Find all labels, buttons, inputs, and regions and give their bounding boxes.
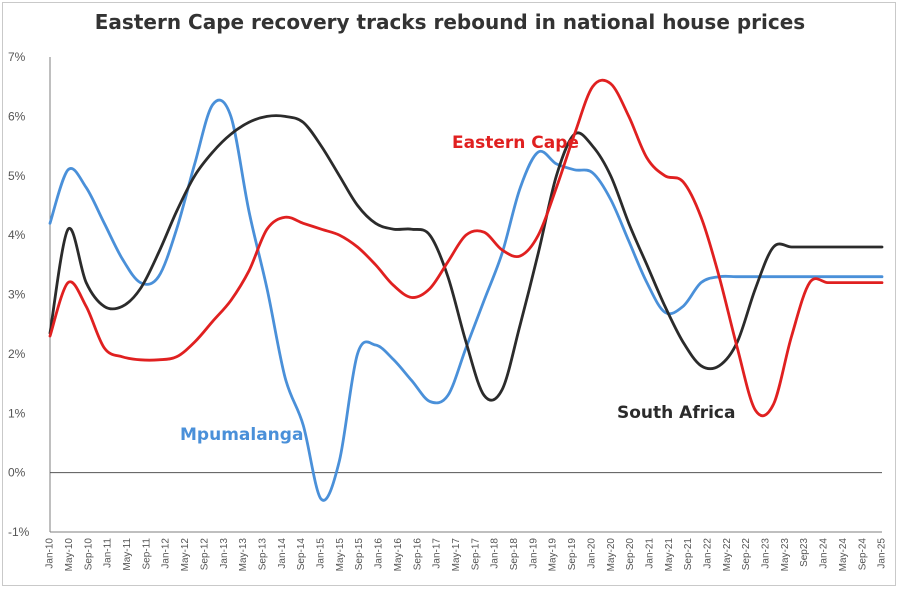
x-tick-label: May-12 (180, 538, 191, 572)
x-tick-label: Jan-22 (703, 538, 714, 569)
x-tick-label: Sep-20 (625, 538, 636, 571)
x-tick-label: Jan-11 (103, 538, 114, 568)
x-tick-label: May-19 (548, 538, 559, 572)
x-tick-label: Sep-24 (857, 538, 868, 571)
x-tick-label: Sep-10 (83, 538, 94, 571)
x-tick-label: May-16 (393, 538, 404, 572)
x-tick-label: Sep23 (799, 538, 810, 567)
y-tick-label: 0% (8, 466, 26, 480)
y-tick-label: 2% (8, 347, 26, 361)
x-tick-label: May-24 (838, 538, 849, 572)
series-labels: Eastern Cape South Africa Mpumalanga (180, 133, 736, 445)
y-tick-label: 3% (8, 288, 26, 302)
x-tick-label: Jan-14 (277, 538, 288, 569)
x-tick-label: May-10 (64, 538, 75, 572)
x-tick-label: Jan-19 (528, 538, 539, 569)
x-tick-label: Jan-13 (219, 538, 230, 569)
x-tick-label: Jan-18 (490, 538, 501, 569)
series-line-south-africa (48, 114, 884, 402)
y-tick-label: 4% (8, 228, 26, 242)
x-tick-label: Jan-17 (432, 538, 443, 569)
x-tick-label: May-20 (606, 538, 617, 572)
y-tick-label: 7% (8, 50, 26, 64)
series-label-mpumalanga: Mpumalanga (180, 425, 303, 445)
x-tick-label: Jan-10 (45, 538, 56, 569)
x-tick-label: Jan-21 (644, 538, 655, 569)
x-tick-label: Sep-19 (567, 538, 578, 571)
x-tick-label: Sep-22 (741, 538, 752, 571)
x-tick-label: Sep-21 (683, 538, 694, 571)
y-tick-label: 5% (8, 169, 26, 183)
axes: -1% 0% 1% 2% 3% 4% 5% 6% 7% Jan-10 May-10 Sep-10 Jan… (8, 50, 888, 571)
y-tick-label: 1% (8, 406, 26, 420)
series-label-eastern-cape: Eastern Cape (452, 133, 579, 153)
x-tick-label: May-22 (722, 538, 733, 572)
x-tick-label: Jan-12 (161, 538, 172, 569)
x-tick-label: Jan-24 (819, 538, 830, 569)
x-tick-label: Jan-23 (761, 538, 772, 569)
x-tick-label: Jan-15 (316, 538, 327, 569)
series-label-south-africa: South Africa (617, 403, 736, 423)
x-tick-label: Jan-16 (374, 538, 385, 569)
series-line-mpumalanga (48, 98, 884, 502)
x-tick-label: May-17 (451, 538, 462, 572)
y-tick-label: 6% (8, 109, 26, 123)
x-tick-label: Sep-13 (257, 538, 268, 571)
x-tick-label: Sep-16 (412, 538, 423, 571)
x-tick-label: Sep-17 (470, 538, 481, 571)
x-tick-label: Sep-14 (296, 538, 307, 571)
x-tick-label: May-21 (664, 538, 675, 572)
x-tick-label: Jan-20 (586, 538, 597, 569)
series-line-eastern-cape (48, 78, 884, 418)
y-tick-label: -1% (8, 525, 30, 539)
chart-title: Eastern Cape recovery tracks rebound in … (94, 10, 806, 34)
series-lines (48, 78, 884, 502)
x-tick-label: Sep-15 (354, 538, 365, 571)
x-tick-label: Sep-11 (141, 538, 152, 570)
x-tick-label: Sep-18 (509, 538, 520, 571)
x-tick-label: May-23 (780, 538, 791, 572)
x-tick-label: Jan-25 (877, 538, 888, 569)
x-tick-label: May-11 (122, 538, 133, 571)
x-tick-label: Sep-12 (199, 538, 210, 571)
x-tick-label: May-15 (335, 538, 346, 572)
x-tick-label: May-13 (238, 538, 249, 572)
